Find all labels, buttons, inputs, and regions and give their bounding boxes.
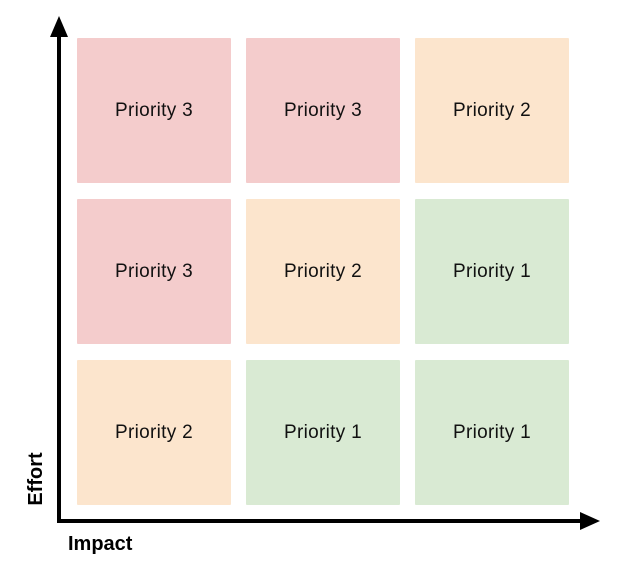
matrix-cell-r2c2: Priority 1 [415, 360, 569, 505]
matrix-grid: Priority 3 Priority 3 Priority 2 Priorit… [77, 38, 569, 505]
y-axis-arrowhead-icon [50, 16, 68, 37]
matrix-cell-r2c0: Priority 2 [77, 360, 231, 505]
y-axis-label: Effort [25, 452, 47, 506]
matrix-cell-r1c1: Priority 2 [246, 199, 400, 344]
cell-label: Priority 1 [453, 421, 531, 443]
cell-label: Priority 1 [453, 260, 531, 282]
matrix-cell-r0c0: Priority 3 [77, 38, 231, 183]
cell-label: Priority 2 [284, 260, 362, 282]
cell-label: Priority 2 [115, 421, 193, 443]
matrix-cell-r0c1: Priority 3 [246, 38, 400, 183]
x-axis-label: Impact [68, 533, 133, 555]
cell-label: Priority 3 [115, 260, 193, 282]
cell-label: Priority 2 [453, 99, 531, 121]
matrix-cell-r1c2: Priority 1 [415, 199, 569, 344]
matrix-cell-r2c1: Priority 1 [246, 360, 400, 505]
matrix-cell-r1c0: Priority 3 [77, 199, 231, 344]
cell-label: Priority 1 [284, 421, 362, 443]
matrix-cell-r0c2: Priority 2 [415, 38, 569, 183]
cell-label: Priority 3 [284, 99, 362, 121]
cell-label: Priority 3 [115, 99, 193, 121]
x-axis-arrowhead-icon [580, 512, 600, 530]
